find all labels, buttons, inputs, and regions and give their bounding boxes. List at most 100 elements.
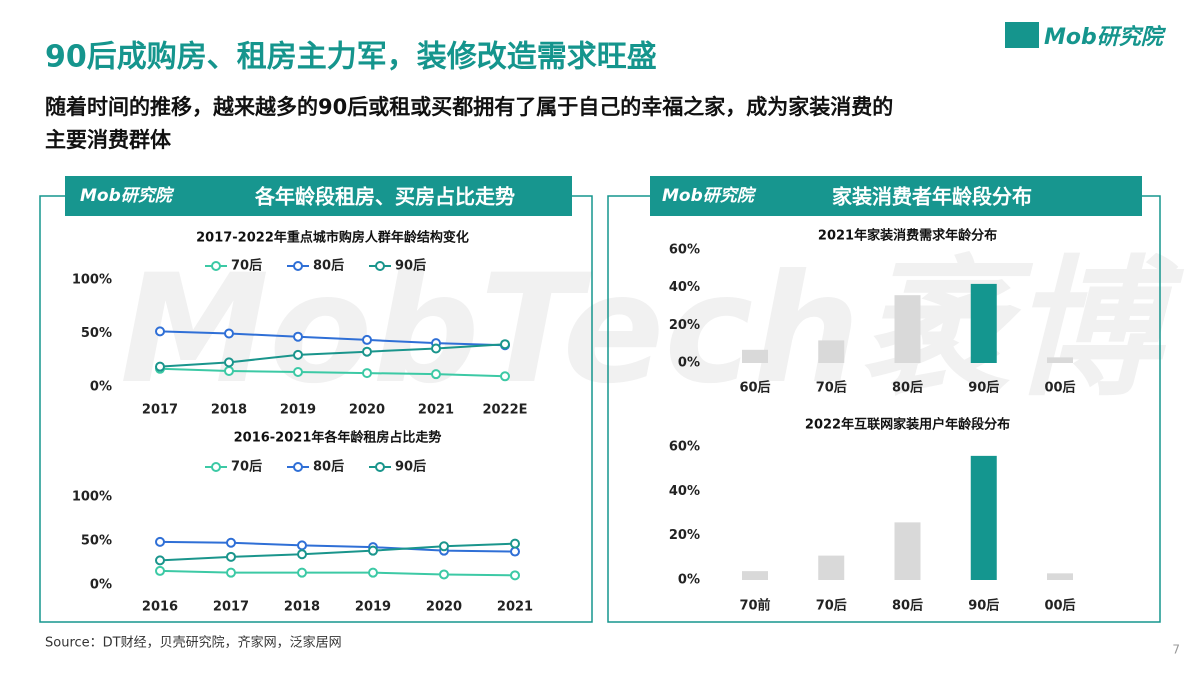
y-tick-label: 50% <box>81 534 112 549</box>
bar <box>894 295 921 363</box>
y-tick-label: 100% <box>72 490 112 505</box>
x-tick-label: 2022E <box>482 403 527 418</box>
point <box>368 567 378 578</box>
point <box>155 565 165 576</box>
point <box>297 549 307 560</box>
bar <box>1047 357 1073 363</box>
legend-label: 70后 <box>231 459 262 475</box>
chart-title: 2016-2021年各年龄租房占比走势 <box>234 430 442 446</box>
bar <box>970 455 997 580</box>
legend-label: 90后 <box>395 258 426 274</box>
y-tick-label: 40% <box>669 484 700 499</box>
legend-marker <box>211 261 221 271</box>
legend-label: 70后 <box>231 258 262 274</box>
bar <box>818 555 845 580</box>
series-line <box>159 367 506 378</box>
legend-label: 80后 <box>313 258 344 274</box>
point <box>226 551 236 562</box>
bar <box>894 522 921 580</box>
point <box>155 361 165 372</box>
subtitle: 主要消费群体 <box>45 128 172 152</box>
y-tick-label: 0% <box>678 573 700 588</box>
legend-marker <box>293 261 303 271</box>
point <box>226 537 236 548</box>
point <box>500 339 510 350</box>
point <box>362 368 372 379</box>
slide-title: 90后成购房、租房主力军，装修改造需求旺盛 <box>45 40 657 75</box>
x-tick-label: 60后 <box>739 380 770 396</box>
y-tick-label: 20% <box>669 318 700 333</box>
bar <box>742 571 768 580</box>
point <box>293 349 303 360</box>
y-tick-label: 0% <box>90 380 112 395</box>
x-tick-label: 70前 <box>739 598 770 614</box>
panel-title: 家装消费者年龄段分布 <box>832 185 1032 209</box>
x-tick-label: 2018 <box>284 600 320 615</box>
point <box>362 334 372 345</box>
x-tick-label: 2021 <box>497 600 533 615</box>
chart-title: 2021年家装消费需求年龄分布 <box>818 228 997 244</box>
series-line <box>159 330 506 347</box>
x-tick-label: 2017 <box>142 403 178 418</box>
y-tick-label: 60% <box>669 440 700 455</box>
panel-logo: Mob研究院 <box>662 186 757 206</box>
y-tick-label: 40% <box>669 280 700 295</box>
x-tick-label: 2020 <box>426 600 462 615</box>
x-tick-label: 00后 <box>1044 380 1075 396</box>
point <box>226 567 236 578</box>
x-tick-label: 2018 <box>211 403 247 418</box>
point <box>362 346 372 357</box>
panel-title: 各年龄段租房、买房占比走势 <box>254 185 515 209</box>
point <box>439 541 449 552</box>
legend-label: 90后 <box>395 459 426 475</box>
x-tick-label: 2016 <box>142 600 178 615</box>
x-tick-label: 80后 <box>892 380 923 396</box>
left-panel-header <box>65 176 572 216</box>
logo-icon <box>1005 22 1039 48</box>
logo: Mob研究院 <box>1044 24 1167 50</box>
point <box>500 371 510 382</box>
point <box>510 538 520 549</box>
point <box>224 365 234 376</box>
x-tick-label: 70后 <box>816 598 847 614</box>
y-tick-label: 0% <box>678 356 700 371</box>
bar <box>742 349 768 363</box>
y-tick-label: 60% <box>669 243 700 258</box>
right-panel-header <box>650 176 1142 216</box>
bar <box>970 283 997 363</box>
point <box>510 546 520 557</box>
point <box>155 326 165 337</box>
x-tick-label: 90后 <box>968 380 999 396</box>
legend-marker <box>293 462 303 472</box>
point <box>297 567 307 578</box>
page-number: 7 <box>1172 643 1180 657</box>
legend-label: 80后 <box>313 459 344 475</box>
x-tick-label: 80后 <box>892 598 923 614</box>
point <box>431 369 441 380</box>
y-tick-label: 50% <box>81 326 112 341</box>
bar <box>818 340 845 363</box>
chart-title: 2022年互联网家装用户年龄段分布 <box>805 417 1010 433</box>
series-line <box>159 343 506 368</box>
point <box>155 536 165 547</box>
y-tick-label: 100% <box>72 273 112 288</box>
point <box>293 367 303 378</box>
y-tick-label: 0% <box>90 578 112 593</box>
x-tick-label: 2017 <box>213 600 249 615</box>
bar <box>1047 573 1073 580</box>
point <box>510 570 520 581</box>
series-line <box>159 569 516 577</box>
source: Source：DT财经，贝壳研究院，齐家网，泛家居网 <box>45 635 342 651</box>
point <box>368 545 378 556</box>
panel-logo: Mob研究院 <box>80 186 175 206</box>
point <box>224 328 234 339</box>
point <box>224 357 234 368</box>
x-tick-label: 2019 <box>355 600 391 615</box>
legend-marker <box>375 462 385 472</box>
subtitle: 随着时间的推移，越来越多的90后或租或买都拥有了属于自己的幸福之家，成为家装消费… <box>45 95 893 119</box>
legend-marker <box>375 261 385 271</box>
x-tick-label: 00后 <box>1044 598 1075 614</box>
point <box>431 343 441 354</box>
x-tick-label: 90后 <box>968 598 999 614</box>
